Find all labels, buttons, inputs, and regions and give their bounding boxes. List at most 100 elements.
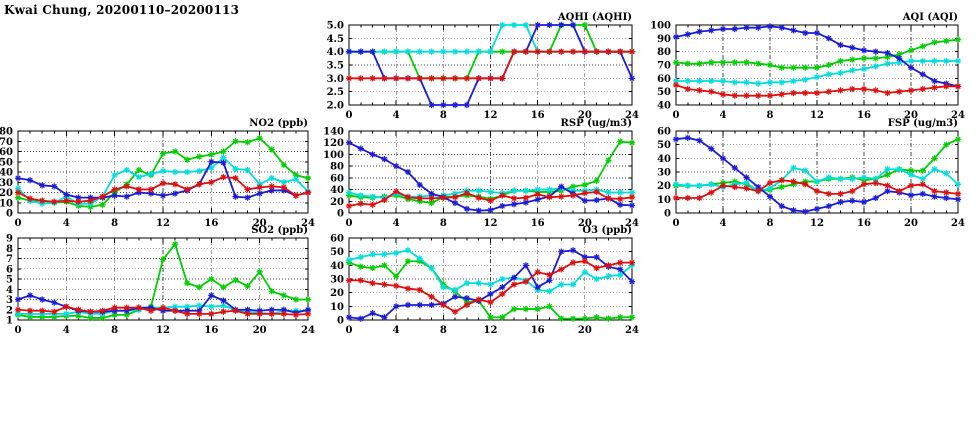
y-tick-label: 80 — [0, 127, 13, 138]
page-title: Kwai Chung, 20200110–20200113 — [4, 3, 240, 17]
y-tick-label: 20 — [330, 197, 344, 208]
y-tick-label: 4 — [6, 285, 13, 296]
y-tick-label: 80 — [330, 162, 344, 173]
x-tick-label: 12 — [810, 218, 824, 229]
x-tick-label: 0 — [346, 325, 353, 336]
x-tick-label: 0 — [346, 110, 353, 121]
x-tick-label: 0 — [673, 218, 680, 229]
y-tick-label: 3.0 — [327, 74, 344, 85]
x-tick-label: 4 — [393, 325, 400, 336]
x-tick-label: 12 — [156, 218, 170, 229]
x-tick-label: 24 — [301, 325, 315, 336]
plot-area: 2.0 2.5 3.0 3.5 4.0 4.5 5.0 0 4 8 12 16 20 24 — [327, 21, 639, 122]
x-tick-label: 20 — [578, 218, 592, 229]
x-tick-label: 24 — [951, 218, 965, 229]
plot-area: 40 50 60 70 80 90 100 0 4 8 12 16 20 24 — [650, 21, 965, 122]
y-tick-label: 70 — [657, 61, 671, 72]
y-tick-label: 10 — [330, 302, 344, 313]
x-tick-label: 12 — [156, 325, 170, 336]
y-tick-label: 2.0 — [327, 101, 344, 112]
y-tick-label: 50 — [657, 140, 671, 151]
chart-so2: SO2 (ppb) 1 2 3 4 5 6 7 8 9 0 4 8 12 16 20 24 — [0, 222, 322, 350]
y-tick-label: 60 — [657, 127, 671, 138]
x-tick-label: 4 — [720, 110, 727, 121]
x-tick-label: 12 — [484, 110, 498, 121]
chart-aqi: AQI (AQI) 40 50 60 70 80 90 100 0 4 8 12 16 20 24 — [642, 9, 972, 135]
x-tick-label: 16 — [531, 325, 545, 336]
y-tick-label: 20 — [0, 188, 13, 199]
x-tick-label: 8 — [440, 218, 447, 229]
x-tick-label: 20 — [253, 218, 267, 229]
y-tick-label: 40 — [0, 168, 13, 179]
chart-title-aqhi: AQHI (AQHI) — [557, 12, 632, 23]
x-tick-label: 8 — [111, 325, 118, 336]
y-tick-label: 0 — [6, 209, 13, 220]
y-tick-label: 8 — [6, 244, 13, 255]
x-tick-label: 20 — [904, 218, 918, 229]
x-tick-label: 0 — [673, 110, 680, 121]
x-tick-label: 16 — [857, 110, 871, 121]
y-tick-label: 80 — [657, 47, 671, 58]
y-tick-label: 60 — [330, 234, 344, 245]
x-tick-label: 16 — [531, 218, 545, 229]
y-tick-label: 40 — [657, 154, 671, 165]
y-tick-label: 10 — [0, 198, 13, 209]
x-tick-label: 8 — [767, 218, 774, 229]
x-tick-label: 16 — [204, 325, 218, 336]
y-tick-label: 40 — [657, 101, 671, 112]
y-tick-label: 5.0 — [327, 21, 344, 32]
chart-aqhi: AQHI (AQHI) 2.0 2.5 3.0 3.5 4.0 4.5 5.0 0 4 8 12 16… — [315, 9, 646, 135]
y-tick-label: 140 — [323, 127, 344, 138]
y-tick-label: 70 — [0, 137, 13, 148]
x-tick-label: 8 — [767, 110, 774, 121]
y-tick-label: 100 — [650, 21, 671, 32]
y-tick-label: 2.5 — [327, 87, 344, 98]
x-tick-label: 8 — [440, 110, 447, 121]
x-tick-label: 0 — [15, 325, 22, 336]
chart-title-aqi: AQI (AQI) — [902, 12, 958, 23]
y-tick-label: 4.5 — [327, 34, 344, 45]
y-tick-label: 40 — [330, 261, 344, 272]
y-tick-label: 3 — [6, 295, 13, 306]
x-tick-label: 0 — [15, 218, 22, 229]
y-tick-label: 10 — [657, 195, 671, 206]
chart-title-so2: SO2 (ppb) — [251, 225, 308, 236]
y-tick-label: 120 — [323, 138, 344, 149]
y-tick-label: 9 — [6, 234, 13, 245]
y-tick-label: 100 — [323, 150, 344, 161]
x-tick-label: 8 — [440, 325, 447, 336]
y-tick-label: 40 — [330, 185, 344, 196]
chart-no2: NO2 (ppb) 0 10 20 30 40 50 60 70 80 0 4 8 12 16 20 24 — [0, 115, 322, 243]
y-tick-label: 50 — [657, 87, 671, 98]
x-tick-label: 8 — [111, 218, 118, 229]
chart-title-rsp: RSP (ug/m3) — [560, 118, 632, 129]
x-tick-label: 24 — [625, 218, 639, 229]
x-tick-label: 20 — [578, 325, 592, 336]
x-tick-label: 24 — [301, 218, 315, 229]
x-tick-label: 4 — [63, 218, 70, 229]
plot-area: 0 10 20 30 40 50 60 0 4 8 12 16 20 24 — [330, 234, 639, 337]
y-tick-label: 20 — [330, 288, 344, 299]
y-tick-label: 0 — [337, 209, 344, 220]
chart-title-o3: O3 (ppb) — [582, 225, 632, 236]
y-tick-label: 60 — [657, 74, 671, 85]
plot-area: 0 10 20 30 40 50 60 0 4 8 12 16 20 24 — [657, 127, 965, 230]
x-tick-label: 24 — [625, 110, 639, 121]
y-tick-label: 30 — [0, 178, 13, 189]
x-tick-label: 20 — [253, 325, 267, 336]
y-tick-label: 6 — [6, 264, 13, 275]
chart-o3: O3 (ppb) 0 10 20 30 40 50 60 0 4 8 12 16 20 24 — [315, 222, 646, 350]
chart-title-no2: NO2 (ppb) — [249, 118, 308, 129]
y-tick-label: 50 — [330, 247, 344, 258]
x-tick-label: 12 — [484, 218, 498, 229]
chart-fsp: FSP (ug/m3) 0 10 20 30 40 50 60 0 4 8 12 16 20 24 — [642, 115, 972, 243]
chart-rsp: RSP (ug/m3) 0 20 40 60 80 100 120 140 0 4 8 12 16 20 2… — [315, 115, 646, 243]
x-tick-label: 4 — [393, 110, 400, 121]
y-tick-label: 4.0 — [327, 47, 344, 58]
y-tick-label: 5 — [6, 275, 13, 286]
y-tick-label: 30 — [657, 168, 671, 179]
x-tick-label: 4 — [393, 218, 400, 229]
